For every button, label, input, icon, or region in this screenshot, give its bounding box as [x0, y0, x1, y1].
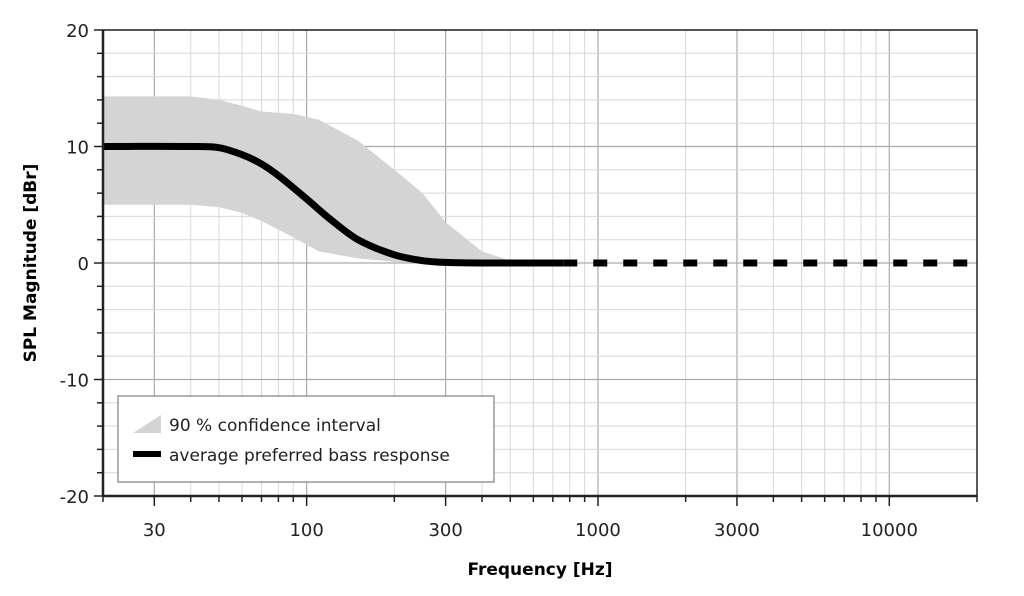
- x-axis-label: Frequency [Hz]: [467, 560, 612, 580]
- y-tick-label: 0: [78, 254, 89, 275]
- x-tick-label: 3000: [714, 520, 760, 541]
- x-tick-label: 300: [428, 520, 462, 541]
- legend-box: [117, 395, 495, 483]
- y-axis-label: SPL Magnitude [dBr]: [21, 164, 41, 363]
- y-tick-label: -10: [60, 371, 89, 392]
- legend-label-band: 90 % confidence interval: [169, 416, 381, 436]
- series-layer: [102, 142, 977, 267]
- legend: 90 % confidence interval average preferr…: [117, 395, 495, 483]
- series-line-average: [102, 142, 564, 267]
- axes: [94, 29, 978, 506]
- y-tick-label: -20: [60, 487, 89, 508]
- x-tick-label: 1000: [575, 520, 621, 541]
- confidence-band-layer: [103, 96, 564, 263]
- legend-line-swatch: [133, 451, 161, 457]
- y-tick-label: 10: [66, 138, 89, 159]
- legend-label-line: average preferred bass response: [169, 446, 450, 466]
- x-tick-label: 100: [289, 520, 323, 541]
- x-tick-label: 10000: [861, 520, 918, 541]
- x-tick-label: 30: [143, 520, 166, 541]
- y-tick-label: 20: [66, 21, 89, 42]
- confidence-interval-band: [103, 96, 564, 263]
- legend-band-swatch: [133, 415, 161, 433]
